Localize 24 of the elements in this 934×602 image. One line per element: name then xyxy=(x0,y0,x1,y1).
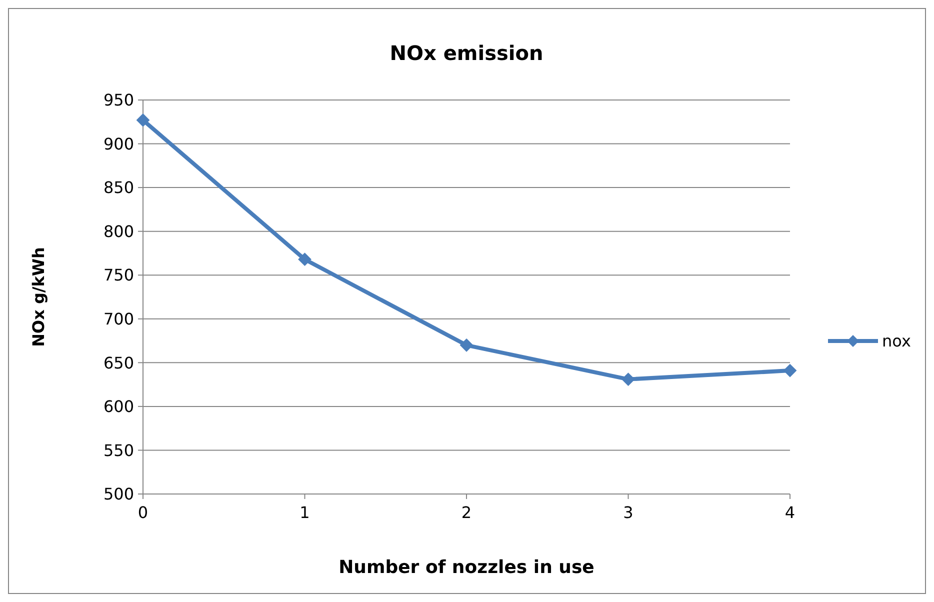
x-tick-label: 2 xyxy=(461,503,472,522)
y-tick-label: 500 xyxy=(103,484,134,504)
y-tick-label: 650 xyxy=(103,353,134,372)
point xyxy=(622,372,635,386)
y-tick-label: 750 xyxy=(103,266,134,285)
y-tick-label: 550 xyxy=(103,440,134,460)
legend-label: nox xyxy=(882,332,911,351)
x-tick-label: 3 xyxy=(623,503,634,522)
y-tick-label: 600 xyxy=(103,397,134,416)
y-tick-label: 950 xyxy=(103,90,134,110)
point xyxy=(298,252,312,266)
chart-title: NOx emission xyxy=(390,41,544,65)
y-tick-label: 900 xyxy=(103,134,134,154)
y-tick-label: 850 xyxy=(103,178,134,198)
point xyxy=(460,338,473,352)
x-tick-label: 1 xyxy=(300,503,310,522)
y-axis-title: NOx g/kWh xyxy=(29,247,48,347)
y-tick-label: 700 xyxy=(103,309,134,328)
x-tick-label: 4 xyxy=(784,503,796,522)
y-tick-label: 800 xyxy=(103,222,134,241)
point xyxy=(136,114,150,127)
x-axis-title: Number of nozzles in use xyxy=(338,557,594,578)
point xyxy=(784,364,796,378)
x-tick-label: 0 xyxy=(138,503,148,522)
